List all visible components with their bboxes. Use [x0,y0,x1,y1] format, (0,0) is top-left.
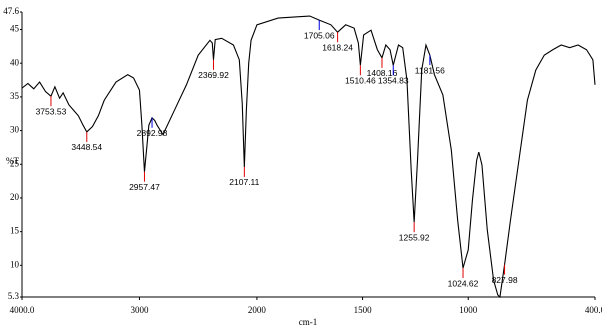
y-tick-label: 30 [10,125,20,135]
peak-label: 1255.92 [399,232,430,242]
y-tick-label: 47.6 [3,6,19,16]
peak-label: 1705.06 [304,30,335,40]
y-tick-label: 40 [10,57,20,67]
y-tick-label: 15 [10,226,20,236]
x-tick-label: 2000 [248,305,267,315]
x-tick-label: 3000 [130,305,149,315]
y-tick-label: 25 [10,158,20,168]
y-tick-label: 45 [10,24,20,34]
peak-label: 3753.53 [36,106,67,116]
x-axis-label: cm-1 [299,317,318,327]
y-tick-label: 10 [10,259,20,269]
spectrum-line [21,15,596,299]
peak-label: 2892.98 [137,128,168,138]
x-tick-label: 1000 [459,305,478,315]
peak-label: 1618.24 [322,42,353,52]
peak-label: 3448.54 [71,142,102,152]
peak-label: 1024.62 [448,278,479,288]
peak-label: 1510.46 [345,75,376,85]
peak-label: 1408.16 [367,68,398,78]
y-tick-label: 20 [10,192,20,202]
y-axis-label: %T [6,156,19,166]
peak-label: 827.98 [492,275,518,285]
x-tick-label: 4000.0 [10,305,35,315]
y-tick-label: 35 [10,91,20,101]
x-tick-label: 1500 [354,305,373,315]
peak-label: 2957.47 [129,182,160,192]
peak-label: 2369.92 [198,70,229,80]
x-tick-label: 400.0 [585,305,602,315]
peak-label: 1354.83 [378,75,409,85]
y-tick-label: 5.3 [8,291,20,301]
peak-label: 2107.11 [229,177,259,187]
peak-label: 1181.56 [415,65,445,75]
